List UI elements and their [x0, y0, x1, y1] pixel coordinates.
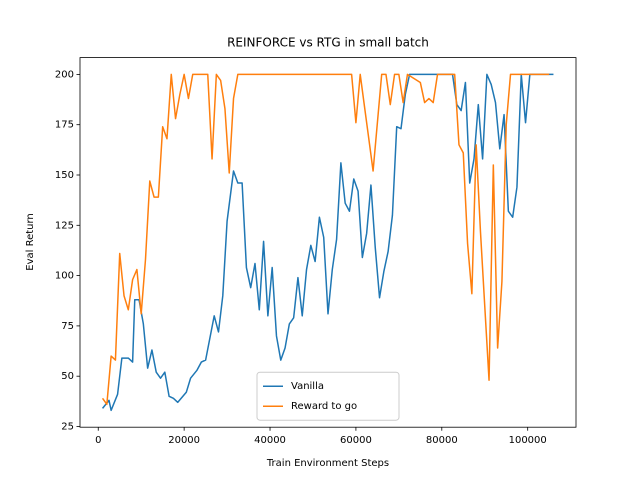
y-tick-label: 200 [55, 69, 74, 80]
plot-frame [79, 57, 577, 428]
x-tick-label: 100000 [509, 435, 547, 446]
x-tick-label: 40000 [254, 435, 286, 446]
y-axis-label: Eval Return [25, 213, 36, 271]
x-axis-label: Train Environment Steps [266, 458, 389, 469]
y-tick-label: 100 [55, 271, 74, 282]
legend-label: Reward to go [291, 401, 357, 412]
y-tick-label: 50 [61, 371, 74, 382]
chart-title: REINFORCE vs RTG in small batch [227, 36, 429, 50]
x-tick-label: 20000 [168, 435, 200, 446]
y-tick-label: 75 [61, 321, 74, 332]
line-series [101, 73, 554, 412]
x-tick-label: 80000 [426, 435, 458, 446]
line-series [101, 73, 550, 406]
y-tick-label: 125 [55, 220, 74, 231]
x-tick-label: 60000 [340, 435, 372, 446]
y-tick-label: 175 [55, 120, 74, 131]
legend-label: Vanilla [291, 381, 324, 392]
legend-box [256, 371, 400, 421]
y-tick-label: 25 [61, 421, 74, 432]
y-tick-label: 150 [55, 170, 74, 181]
x-tick-label: 0 [95, 435, 101, 446]
